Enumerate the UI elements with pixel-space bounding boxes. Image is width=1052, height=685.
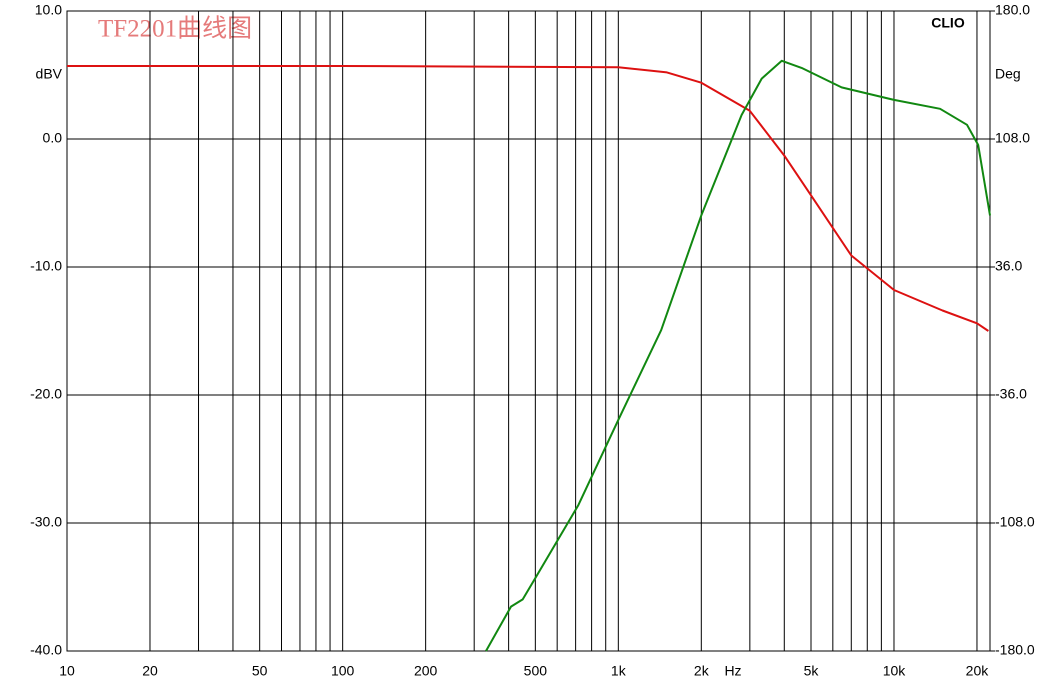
y2-axis-label: Deg xyxy=(995,66,1021,82)
x-tick-label: 10k xyxy=(883,663,907,679)
x-tick-label: 10 xyxy=(59,663,75,679)
y2-tick-label: -108.0 xyxy=(995,514,1035,530)
y-tick-label: -20.0 xyxy=(30,386,62,402)
data-line xyxy=(485,59,991,652)
y-tick-label: -10.0 xyxy=(30,258,62,274)
brand: CLIO xyxy=(931,15,965,31)
x-tick-label: 200 xyxy=(414,663,438,679)
x-tick-label: 20k xyxy=(966,663,990,679)
x-axis-label: Hz xyxy=(724,663,741,679)
y2-tick-label: -180.0 xyxy=(995,642,1035,658)
y2-tick-label: 180.0 xyxy=(995,2,1030,18)
x-tick-label: 2k xyxy=(694,663,710,679)
y-tick-label: -30.0 xyxy=(30,514,62,530)
x-tick-label: 100 xyxy=(331,663,355,679)
y2-tick-label: -36.0 xyxy=(995,386,1027,402)
y-axis-label: dBV xyxy=(36,66,63,82)
x-tick-label: 20 xyxy=(142,663,158,679)
x-tick-label: 1k xyxy=(611,663,627,679)
y2-tick-label: 108.0 xyxy=(995,130,1030,146)
x-tick-label: 50 xyxy=(252,663,268,679)
data-line xyxy=(67,65,989,332)
y-tick-label: 10.0 xyxy=(35,2,62,18)
y-tick-label: 0.0 xyxy=(43,130,63,146)
x-tick-label: 5k xyxy=(804,663,820,679)
y-tick-label: -40.0 xyxy=(30,642,62,658)
x-tick-label: 500 xyxy=(524,663,548,679)
plot-frame xyxy=(66,10,991,652)
y2-tick-label: 36.0 xyxy=(995,258,1022,274)
chart-title: TF2201曲线图 xyxy=(98,15,252,43)
